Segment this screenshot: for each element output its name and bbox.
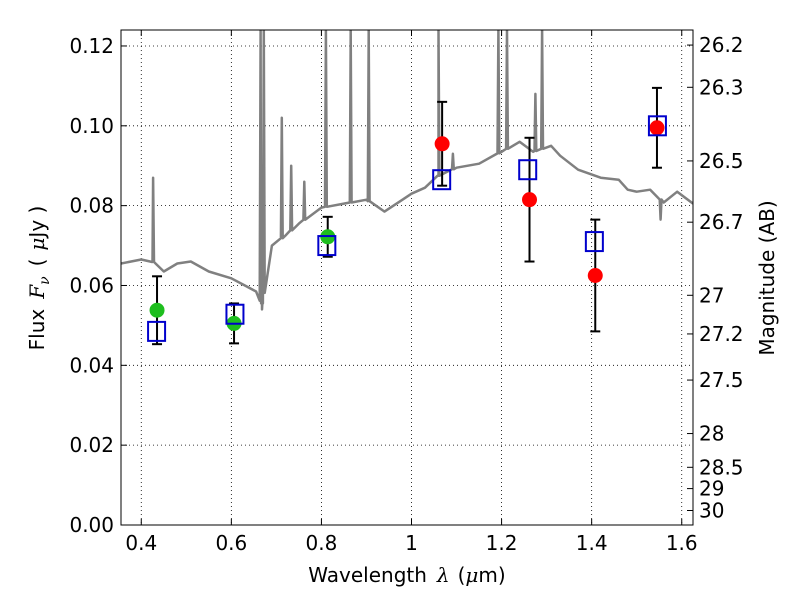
y-axis-label: FluxFν(μJy ) (25, 206, 53, 351)
magnitude-tick-label: 27.2 (699, 322, 744, 346)
model-synthetic-point (432, 169, 452, 191)
y-tick-label: 0.08 (69, 194, 114, 218)
observed-nir-point (522, 192, 538, 208)
y-tick-label: 0.02 (69, 433, 114, 457)
model-synthetic-point (317, 235, 337, 257)
magnitude-tick-label: 26.3 (699, 75, 744, 99)
x-tick-label: 1.6 (666, 531, 698, 555)
spectrum-line (121, 30, 693, 311)
magnitude-tick-label: 29 (699, 477, 724, 501)
observed-nir-point (649, 120, 665, 136)
magnitude-tick-label: 27.5 (699, 368, 744, 392)
x-tick-label: 0.4 (125, 531, 157, 555)
plot-frame (120, 29, 694, 526)
magnitude-tick-label: 28.5 (699, 455, 744, 479)
magnitude-axis-label: Magnitude (AB) (755, 200, 779, 355)
y-tick-label: 0.06 (69, 273, 114, 297)
magnitude-tick-label: 26.7 (699, 210, 744, 234)
x-axis-ticks: 0.4 0.6 0.8 1 1.2 1.4 1.6 (125, 30, 698, 555)
observed-optical-point (149, 302, 165, 318)
magnitude-tick-label: 27 (699, 283, 724, 307)
y-tick-label: 0.00 (69, 513, 114, 537)
y-tick-label: 0.04 (69, 353, 114, 377)
magnitude-tick-label: 26.5 (699, 149, 744, 173)
y-tick-label: 0.10 (69, 114, 114, 138)
x-tick-label: 1.2 (486, 531, 518, 555)
x-tick-label: 1.4 (576, 531, 608, 555)
y-tick-label: 0.12 (69, 34, 114, 58)
model-synthetic-point (147, 320, 167, 342)
model-synthetic-point (518, 159, 538, 181)
y-axis-ticks: 0.00 0.02 0.04 0.06 0.08 0.10 0.12 (69, 34, 127, 537)
x-tick-label: 0.6 (215, 531, 247, 555)
x-tick-label: 0.8 (306, 531, 338, 555)
magnitude-tick-label: 28 (699, 422, 724, 446)
marker-layer (147, 115, 667, 342)
observed-nir-point (587, 268, 603, 284)
magnitude-tick-label: 26.2 (699, 33, 744, 57)
observed-nir-point (434, 136, 450, 152)
x-axis-label: Wavelength λ (μm) (308, 563, 505, 587)
model-synthetic-point (225, 303, 245, 325)
spectrum-layer (121, 30, 693, 311)
magnitude-tick-label: 30 (699, 499, 724, 523)
x-tick-label: 1 (405, 531, 418, 555)
model-synthetic-point (584, 231, 604, 253)
model-synthetic-point (647, 115, 667, 137)
plot-area (121, 30, 693, 525)
